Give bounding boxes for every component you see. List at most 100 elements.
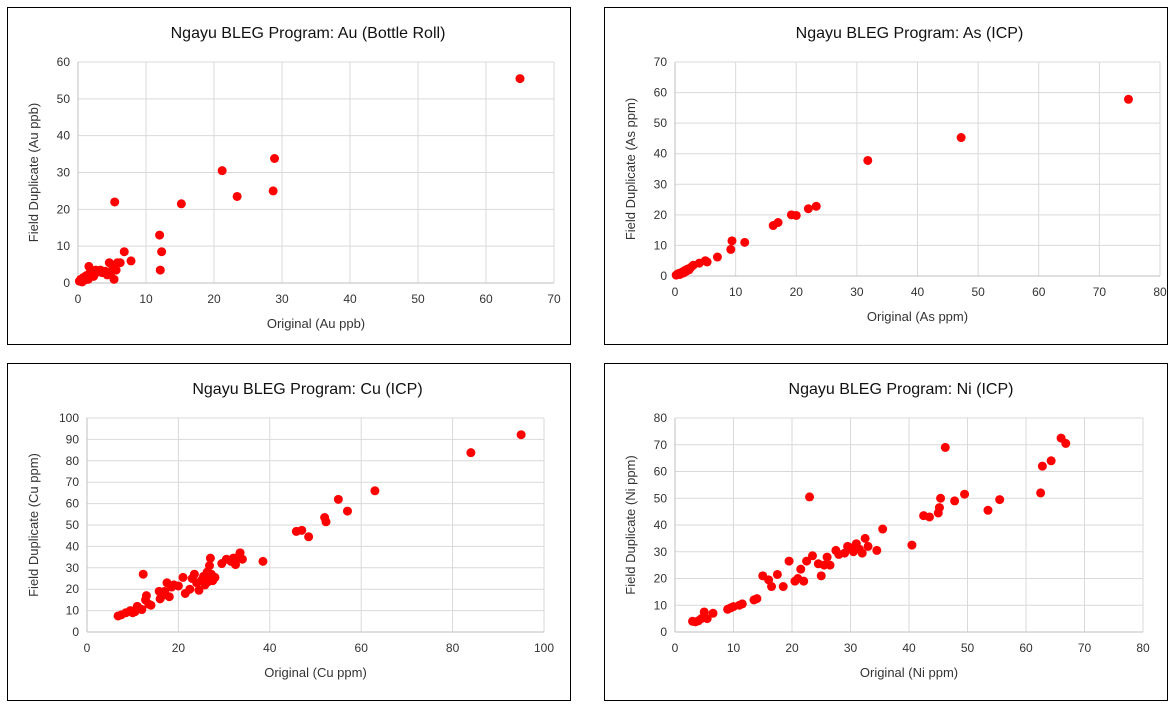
- y-tick-label: 70: [66, 475, 80, 489]
- data-point: [157, 247, 167, 257]
- chart-ni: Ngayu BLEG Program: Ni (ICP) 0 10 20 30 40 50 6…: [623, 381, 1150, 680]
- data-point: [1037, 461, 1047, 471]
- chart-panel-au: Ngayu BLEG Program: Au (Bottle Roll) 0 10 2…: [7, 7, 571, 345]
- chart-title: Ngayu BLEG Program: Cu (ICP): [192, 381, 422, 398]
- data-point: [995, 495, 1005, 505]
- data-point: [924, 512, 934, 522]
- data-point: [860, 533, 870, 543]
- x-tick-label: 0: [75, 292, 82, 306]
- y-tick-label: 20: [66, 582, 80, 596]
- data-point: [111, 265, 121, 275]
- data-point: [956, 133, 966, 143]
- data-point: [205, 553, 215, 563]
- data-point: [983, 505, 993, 515]
- x-tick-label: 60: [355, 641, 369, 655]
- data-point: [466, 448, 476, 458]
- x-tick-label: 80: [446, 641, 460, 655]
- y-tick-label: 30: [654, 177, 668, 191]
- x-tick-label: 10: [727, 641, 741, 655]
- data-point: [270, 154, 280, 164]
- x-tick-label: 40: [263, 641, 277, 655]
- data-point: [141, 591, 151, 601]
- x-tick-label: 60: [479, 292, 493, 306]
- x-tick-label: 60: [1032, 285, 1046, 299]
- data-point: [857, 548, 867, 558]
- data-point: [863, 541, 873, 551]
- data-point: [297, 525, 307, 535]
- y-tick-label: 80: [66, 454, 80, 468]
- data-point: [173, 581, 183, 591]
- chart-title: Ngayu BLEG Program: Ni (ICP): [789, 381, 1014, 398]
- y-tick-label: 20: [57, 202, 71, 216]
- data-point: [1123, 94, 1133, 104]
- y-tick-label: 60: [66, 497, 80, 511]
- data-point: [515, 74, 525, 84]
- data-point: [726, 244, 736, 254]
- y-tick-label: 50: [57, 92, 71, 106]
- data-point: [807, 551, 817, 561]
- data-point: [799, 576, 809, 586]
- x-tick-label: 60: [1019, 641, 1033, 655]
- data-point: [110, 197, 120, 207]
- x-tick-label: 10: [139, 292, 153, 306]
- data-point: [878, 524, 888, 534]
- x-tick-label: 40: [911, 285, 925, 299]
- data-point: [960, 489, 970, 499]
- x-tick-label: 0: [672, 285, 679, 299]
- data-point: [176, 199, 186, 209]
- data-point: [816, 571, 826, 581]
- data-point: [178, 572, 188, 582]
- data-point: [232, 191, 242, 201]
- data-point: [803, 204, 813, 214]
- data-point: [708, 608, 718, 618]
- x-axis-title: Original (Au ppb): [267, 316, 365, 331]
- y-tick-label: 30: [66, 561, 80, 575]
- data-point: [138, 569, 148, 579]
- data-point: [796, 564, 806, 574]
- y-tick-label: 100: [59, 411, 79, 425]
- x-tick-label: 20: [785, 641, 799, 655]
- x-tick-label: 100: [534, 641, 554, 655]
- y-tick-label: 40: [654, 518, 668, 532]
- data-point: [210, 572, 220, 582]
- y-tick-label: 30: [654, 545, 668, 559]
- data-point: [811, 201, 821, 211]
- chart-panel-ni: Ngayu BLEG Program: Ni (ICP) 0 10 20 30 40 50 6…: [604, 363, 1168, 701]
- data-point: [737, 599, 747, 609]
- y-tick-label: 0: [63, 276, 70, 290]
- y-axis-title: Field Duplicate (Cu ppm): [26, 453, 41, 597]
- data-point: [934, 503, 944, 513]
- x-axis-title: Original (Cu ppm): [264, 665, 367, 680]
- x-tick-label: 0: [672, 641, 679, 655]
- x-tick-label: 20: [207, 292, 221, 306]
- data-point: [950, 496, 960, 506]
- y-tick-label: 40: [57, 129, 71, 143]
- data-point: [791, 210, 801, 220]
- data-point: [1061, 438, 1071, 448]
- data-point: [940, 442, 950, 452]
- chart-panel-cu: Ngayu BLEG Program: Cu (ICP) 0 10 20 30 40 50 6…: [7, 363, 571, 701]
- y-tick-label: 50: [66, 518, 80, 532]
- data-point: [126, 256, 136, 266]
- data-point: [321, 517, 331, 527]
- y-tick-label: 70: [654, 438, 668, 452]
- data-point: [772, 569, 782, 579]
- data-point: [342, 506, 352, 516]
- chart-au: Ngayu BLEG Program: Au (Bottle Roll) 0 10 2…: [26, 25, 561, 331]
- y-axis-title: Field Duplicate (Ni ppm): [623, 455, 638, 594]
- data-point: [217, 166, 227, 176]
- data-point: [231, 560, 241, 570]
- chart-title: Ngayu BLEG Program: As (ICP): [796, 25, 1024, 42]
- data-point: [712, 252, 722, 262]
- x-axis-title: Original (As ppm): [867, 309, 968, 324]
- x-tick-label: 40: [343, 292, 357, 306]
- x-tick-label: 0: [84, 641, 91, 655]
- x-tick-label: 30: [844, 641, 858, 655]
- y-tick-label: 20: [654, 572, 668, 586]
- y-tick-label: 0: [660, 269, 667, 283]
- data-point: [740, 237, 750, 247]
- y-tick-label: 80: [654, 411, 668, 425]
- x-tick-label: 70: [1093, 285, 1107, 299]
- x-tick-label: 80: [1153, 285, 1167, 299]
- data-point: [702, 257, 712, 267]
